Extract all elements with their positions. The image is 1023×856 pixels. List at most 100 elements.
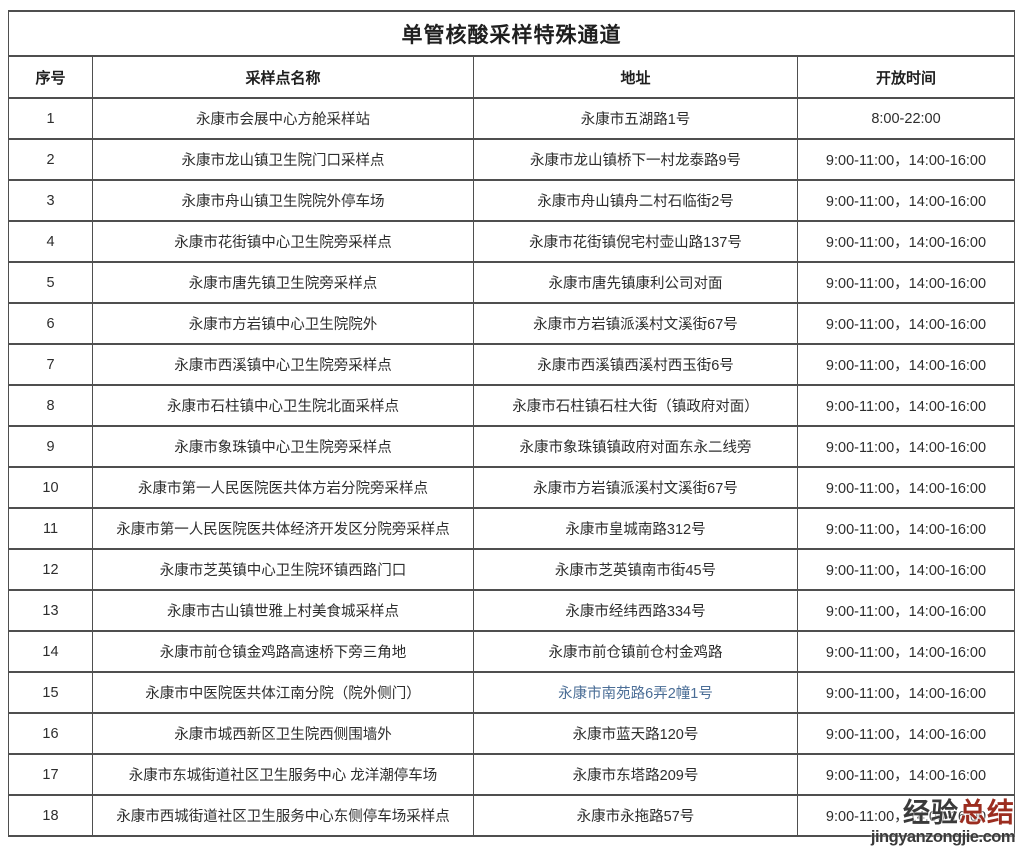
table-row: 5 永康市唐先镇卫生院旁采样点 永康市唐先镇康利公司对面 9:00-11:00，… xyxy=(8,261,1015,304)
row-index-cell: 12 xyxy=(8,548,93,591)
address-cell: 永康市花街镇倪宅村壶山路137号 xyxy=(473,220,798,263)
column-header-index: 序号 xyxy=(8,55,93,99)
site-name-cell: 永康市第一人民医院医共体经济开发区分院旁采样点 xyxy=(92,507,474,550)
row-index-cell: 10 xyxy=(8,466,93,509)
site-name-cell: 永康市唐先镇卫生院旁采样点 xyxy=(92,261,474,304)
open-hours-cell: 9:00-11:00，14:00-16:00 xyxy=(797,466,1015,509)
table-row: 8 永康市石柱镇中心卫生院北面采样点 永康市石柱镇石柱大街（镇政府对面） 9:0… xyxy=(8,384,1015,427)
row-index-cell: 7 xyxy=(8,343,93,386)
table-row: 14 永康市前仓镇金鸡路高速桥下旁三角地 永康市前仓镇前仓村金鸡路 9:00-1… xyxy=(8,630,1015,673)
address-cell: 永康市象珠镇镇政府对面东永二线旁 xyxy=(473,425,798,468)
row-index-cell: 16 xyxy=(8,712,93,755)
column-header-address: 地址 xyxy=(473,55,798,99)
site-name-cell: 永康市第一人民医院医共体方岩分院旁采样点 xyxy=(92,466,474,509)
site-name-cell: 永康市古山镇世雅上村美食城采样点 xyxy=(92,589,474,632)
address-cell: 永康市龙山镇桥下一村龙泰路9号 xyxy=(473,138,798,181)
table-row: 15 永康市中医院医共体江南分院（院外侧门） 永康市南苑路6弄2幢1号 9:00… xyxy=(8,671,1015,714)
address-cell: 永康市芝英镇南市街45号 xyxy=(473,548,798,591)
open-hours-cell: 9:00-11:00，14:00-16:00 xyxy=(797,425,1015,468)
open-hours-cell: 9:00-11:00，14:00-16:00 xyxy=(797,302,1015,345)
page-title: 单管核酸采样特殊通道 xyxy=(8,10,1015,57)
table-row: 4 永康市花街镇中心卫生院旁采样点 永康市花街镇倪宅村壶山路137号 9:00-… xyxy=(8,220,1015,263)
row-index-cell: 14 xyxy=(8,630,93,673)
table-row: 9 永康市象珠镇中心卫生院旁采样点 永康市象珠镇镇政府对面东永二线旁 9:00-… xyxy=(8,425,1015,468)
table-head: 单管核酸采样特殊通道 序号 采样点名称 地址 开放时间 xyxy=(8,10,1015,99)
open-hours-cell: 9:00-11:00，14:00-16:00 xyxy=(797,589,1015,632)
table-row: 1 永康市会展中心方舱采样站 永康市五湖路1号 8:00-22:00 xyxy=(8,97,1015,140)
table-row: 18 永康市西城街道社区卫生服务中心东侧停车场采样点 永康市永拖路57号 9:0… xyxy=(8,794,1015,837)
table-row: 11 永康市第一人民医院医共体经济开发区分院旁采样点 永康市皇城南路312号 9… xyxy=(8,507,1015,550)
open-hours-cell: 9:00-11:00，14:00-16:00 xyxy=(797,712,1015,755)
table-row: 2 永康市龙山镇卫生院门口采样点 永康市龙山镇桥下一村龙泰路9号 9:00-11… xyxy=(8,138,1015,181)
row-index-cell: 5 xyxy=(8,261,93,304)
row-index-cell: 6 xyxy=(8,302,93,345)
table-row: 10 永康市第一人民医院医共体方岩分院旁采样点 永康市方岩镇派溪村文溪街67号 … xyxy=(8,466,1015,509)
table-title-row: 单管核酸采样特殊通道 xyxy=(8,10,1015,57)
column-header-hours: 开放时间 xyxy=(797,55,1015,99)
site-name-cell: 永康市西城街道社区卫生服务中心东侧停车场采样点 xyxy=(92,794,474,837)
row-index-cell: 17 xyxy=(8,753,93,796)
table-body: 1 永康市会展中心方舱采样站 永康市五湖路1号 8:00-22:00 2 永康市… xyxy=(8,97,1015,837)
table-row: 13 永康市古山镇世雅上村美食城采样点 永康市经纬西路334号 9:00-11:… xyxy=(8,589,1015,632)
table-row: 12 永康市芝英镇中心卫生院环镇西路门口 永康市芝英镇南市街45号 9:00-1… xyxy=(8,548,1015,591)
address-cell: 永康市前仓镇前仓村金鸡路 xyxy=(473,630,798,673)
table-row: 3 永康市舟山镇卫生院院外停车场 永康市舟山镇舟二村石临街2号 9:00-11:… xyxy=(8,179,1015,222)
table-header-row: 序号 采样点名称 地址 开放时间 xyxy=(8,55,1015,99)
table-row: 17 永康市东城街道社区卫生服务中心 龙洋潮停车场 永康市东塔路209号 9:0… xyxy=(8,753,1015,796)
row-index-cell: 2 xyxy=(8,138,93,181)
address-cell: 永康市永拖路57号 xyxy=(473,794,798,837)
row-index-cell: 15 xyxy=(8,671,93,714)
table-row: 16 永康市城西新区卫生院西侧围墙外 永康市蓝天路120号 9:00-11:00… xyxy=(8,712,1015,755)
row-index-cell: 18 xyxy=(8,794,93,837)
address-cell: 永康市东塔路209号 xyxy=(473,753,798,796)
address-cell: 永康市西溪镇西溪村西玉街6号 xyxy=(473,343,798,386)
open-hours-cell: 9:00-11:00，14:00-16:00 xyxy=(797,138,1015,181)
open-hours-cell: 9:00-11:00，14:00-16:00 xyxy=(797,220,1015,263)
table-row: 6 永康市方岩镇中心卫生院院外 永康市方岩镇派溪村文溪街67号 9:00-11:… xyxy=(8,302,1015,345)
sampling-sites-table: 单管核酸采样特殊通道 序号 采样点名称 地址 开放时间 1 永康市会展中心方舱采… xyxy=(8,10,1015,837)
open-hours-cell: 8:00-22:00 xyxy=(797,97,1015,140)
open-hours-cell: 9:00-11:00，14:00-16:00 xyxy=(797,507,1015,550)
site-name-cell: 永康市花街镇中心卫生院旁采样点 xyxy=(92,220,474,263)
site-name-cell: 永康市城西新区卫生院西侧围墙外 xyxy=(92,712,474,755)
address-cell: 永康市石柱镇石柱大街（镇政府对面） xyxy=(473,384,798,427)
row-index-cell: 9 xyxy=(8,425,93,468)
address-cell: 永康市蓝天路120号 xyxy=(473,712,798,755)
site-name-cell: 永康市东城街道社区卫生服务中心 龙洋潮停车场 xyxy=(92,753,474,796)
site-name-cell: 永康市西溪镇中心卫生院旁采样点 xyxy=(92,343,474,386)
open-hours-cell: 9:00-11:00，14:00-16:00 xyxy=(797,179,1015,222)
site-name-cell: 永康市象珠镇中心卫生院旁采样点 xyxy=(92,425,474,468)
column-header-name: 采样点名称 xyxy=(92,55,474,99)
row-index-cell: 3 xyxy=(8,179,93,222)
open-hours-cell: 9:00-11:00，14:00-16:00 xyxy=(797,630,1015,673)
address-cell: 永康市皇城南路312号 xyxy=(473,507,798,550)
address-cell: 永康市南苑路6弄2幢1号 xyxy=(473,671,798,714)
row-index-cell: 1 xyxy=(8,97,93,140)
address-cell: 永康市方岩镇派溪村文溪街67号 xyxy=(473,466,798,509)
open-hours-cell: 9:00-11:00，14:00-16:00 xyxy=(797,671,1015,714)
address-cell: 永康市舟山镇舟二村石临街2号 xyxy=(473,179,798,222)
site-name-cell: 永康市中医院医共体江南分院（院外侧门） xyxy=(92,671,474,714)
row-index-cell: 8 xyxy=(8,384,93,427)
row-index-cell: 4 xyxy=(8,220,93,263)
open-hours-cell: 9:00-11:00，14:00-16:00 xyxy=(797,343,1015,386)
site-name-cell: 永康市石柱镇中心卫生院北面采样点 xyxy=(92,384,474,427)
row-index-cell: 13 xyxy=(8,589,93,632)
address-cell: 永康市唐先镇康利公司对面 xyxy=(473,261,798,304)
table-row: 7 永康市西溪镇中心卫生院旁采样点 永康市西溪镇西溪村西玉街6号 9:00-11… xyxy=(8,343,1015,386)
open-hours-cell: 9:00-11:00，14:00-16:00 xyxy=(797,794,1015,837)
address-cell: 永康市方岩镇派溪村文溪街67号 xyxy=(473,302,798,345)
site-name-cell: 永康市前仓镇金鸡路高速桥下旁三角地 xyxy=(92,630,474,673)
address-cell: 永康市经纬西路334号 xyxy=(473,589,798,632)
open-hours-cell: 9:00-11:00，14:00-16:00 xyxy=(797,384,1015,427)
site-name-cell: 永康市舟山镇卫生院院外停车场 xyxy=(92,179,474,222)
open-hours-cell: 9:00-11:00，14:00-16:00 xyxy=(797,548,1015,591)
row-index-cell: 11 xyxy=(8,507,93,550)
site-name-cell: 永康市方岩镇中心卫生院院外 xyxy=(92,302,474,345)
address-cell: 永康市五湖路1号 xyxy=(473,97,798,140)
site-name-cell: 永康市会展中心方舱采样站 xyxy=(92,97,474,140)
site-name-cell: 永康市芝英镇中心卫生院环镇西路门口 xyxy=(92,548,474,591)
site-name-cell: 永康市龙山镇卫生院门口采样点 xyxy=(92,138,474,181)
open-hours-cell: 9:00-11:00，14:00-16:00 xyxy=(797,753,1015,796)
open-hours-cell: 9:00-11:00，14:00-16:00 xyxy=(797,261,1015,304)
